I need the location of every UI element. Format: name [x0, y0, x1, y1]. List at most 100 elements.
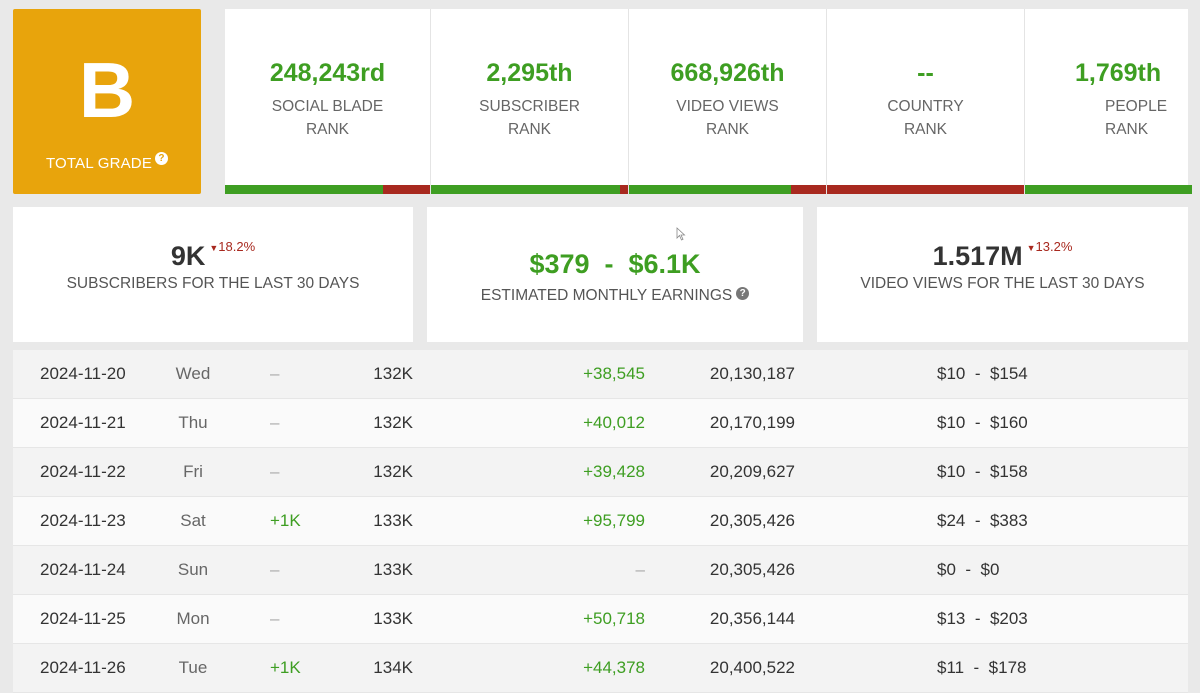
- row-earnings: $0 - $0: [937, 560, 1000, 579]
- rank-value: --: [917, 59, 934, 87]
- question-icon[interactable]: ?: [736, 287, 750, 300]
- row-subs: 132K: [373, 413, 413, 432]
- row-views: 20,130,187: [709, 364, 795, 383]
- rank-country: -- COUNTRY RANK: [827, 9, 1025, 194]
- row-day: Fri: [183, 462, 203, 481]
- row-views: 20,400,522: [709, 658, 795, 677]
- row-sub-change: +1K: [270, 658, 301, 677]
- earnings-value: $379 - $6.1K: [529, 249, 701, 279]
- total-grade-card: B TOTAL GRADE?: [13, 9, 201, 194]
- earn-low: $13: [937, 609, 966, 628]
- row-sub-change: –: [270, 364, 280, 383]
- earn-high: $383: [989, 511, 1028, 530]
- rank-bar-bad: [382, 185, 430, 194]
- row-sub-change: –: [270, 462, 280, 481]
- row-earnings: $11 - $178: [937, 658, 1027, 677]
- row-views: 20,209,627: [709, 462, 795, 481]
- row-day: Sat: [180, 511, 206, 530]
- earn-high: $154: [989, 364, 1028, 383]
- table-row: 2024-11-25 Mon – 133K +50,718 20,356,144…: [13, 595, 1188, 644]
- subscribers-30d-value: 9K: [170, 241, 206, 271]
- rank-bar-good: [629, 185, 791, 194]
- row-day: Wed: [175, 364, 211, 383]
- daily-stats-table: 2024-11-20 Wed – 132K +38,545 20,130,187…: [13, 350, 1188, 693]
- rank-label-line: RANK: [305, 121, 350, 138]
- row-day: Tue: [178, 658, 208, 677]
- row-view-change: +39,428: [583, 462, 645, 481]
- rank-label-line: RANK: [903, 121, 948, 138]
- rank-label-line: RANK: [507, 121, 552, 138]
- row-earnings: $24 - $383: [937, 511, 1028, 530]
- mouse-cursor-icon: [676, 227, 686, 241]
- rank-label: COUNTRY RANK: [827, 95, 1024, 141]
- row-views: 20,170,199: [709, 413, 795, 432]
- rank-label-line: RANK: [705, 121, 750, 138]
- row-sub-change: –: [270, 560, 280, 579]
- row-day: Thu: [178, 413, 208, 432]
- earnings-card: $379 - $6.1K ESTIMATED MONTHLY EARNINGS?: [427, 207, 803, 342]
- row-subs: 133K: [373, 511, 413, 530]
- subscribers-30d-label: SUBSCRIBERS FOR THE LAST 30 DAYS: [66, 275, 360, 292]
- row-views: 20,305,426: [709, 511, 795, 530]
- row-date: 2024-11-24: [40, 560, 126, 579]
- rank-value: 668,926th: [670, 59, 785, 87]
- views-30d-delta: ▼13.2%: [1027, 239, 1073, 254]
- rank-value: 248,243rd: [269, 59, 386, 87]
- rank-bar-good: [431, 185, 621, 194]
- subscribers-30d-delta-value: 18.2%: [218, 239, 256, 254]
- row-sub-change: –: [270, 609, 280, 628]
- table-row: 2024-11-20 Wed – 132K +38,545 20,130,187…: [13, 350, 1188, 399]
- earn-low: $0: [937, 560, 956, 579]
- row-earnings: $10 - $160: [937, 413, 1028, 432]
- rank-label: VIDEO VIEWS RANK: [629, 95, 826, 141]
- rank-label: SOCIAL BLADE RANK: [225, 95, 430, 141]
- row-date: 2024-11-22: [40, 462, 126, 481]
- row-view-change: +44,378: [583, 658, 645, 677]
- row-subs: 132K: [373, 364, 413, 383]
- rank-label-line: RANK: [1105, 121, 1149, 138]
- rank-bar-bad: [827, 185, 1024, 194]
- row-date: 2024-11-25: [40, 609, 126, 628]
- rank-bar-bad: [620, 185, 628, 194]
- row-sub-change: +1K: [270, 511, 301, 530]
- subscribers-30d-card: 9K ▼18.2% SUBSCRIBERS FOR THE LAST 30 DAY…: [13, 207, 413, 342]
- rank-bar: [1025, 185, 1192, 194]
- earn-high: $178: [988, 658, 1027, 677]
- row-earnings: $13 - $203: [937, 609, 1028, 628]
- row-view-change: +38,545: [583, 364, 645, 383]
- row-day: Mon: [176, 609, 210, 628]
- row-earnings: $10 - $158: [937, 462, 1028, 481]
- table-row: 2024-11-21 Thu – 132K +40,012 20,170,199…: [13, 399, 1188, 448]
- grade-label-wrap: TOTAL GRADE?: [13, 152, 201, 172]
- table-row: 2024-11-23 Sat +1K 133K +95,799 20,305,4…: [13, 497, 1188, 546]
- rank-label-line: SUBSCRIBER: [479, 98, 580, 115]
- rank-video-views: 668,926th VIDEO VIEWS RANK: [629, 9, 827, 194]
- row-date: 2024-11-21: [40, 413, 126, 432]
- row-views: 20,305,426: [709, 560, 795, 579]
- subscribers-30d-delta: ▼18.2%: [209, 239, 255, 254]
- earnings-label: ESTIMATED MONTHLY EARNINGS: [480, 287, 733, 304]
- earn-low: $10: [937, 462, 966, 481]
- row-day: Sun: [177, 560, 209, 579]
- row-earnings: $10 - $154: [937, 364, 1028, 383]
- down-triangle-icon: ▼: [209, 243, 219, 253]
- row-date: 2024-11-20: [40, 364, 126, 383]
- earn-low: $11: [937, 658, 965, 677]
- question-icon[interactable]: ?: [155, 152, 169, 165]
- row-sub-change: –: [270, 413, 280, 432]
- rank-social-blade: 248,243rd SOCIAL BLADE RANK: [225, 9, 431, 194]
- row-subs: 133K: [373, 560, 413, 579]
- rank-label-line: COUNTRY: [887, 98, 964, 115]
- row-view-change: –: [635, 560, 645, 579]
- row-date: 2024-11-26: [40, 658, 126, 677]
- table-row: 2024-11-24 Sun – 133K – 20,305,426 $0 - …: [13, 546, 1188, 595]
- earn-low: $10: [937, 413, 966, 432]
- row-views: 20,356,144: [709, 609, 795, 628]
- down-triangle-icon: ▼: [1026, 243, 1036, 253]
- earnings-label-wrap: ESTIMATED MONTHLY EARNINGS?: [427, 287, 803, 305]
- rank-bar: [629, 185, 826, 194]
- rank-subscriber: 2,295th SUBSCRIBER RANK: [431, 9, 629, 194]
- rank-label-line: VIDEO VIEWS: [676, 98, 779, 115]
- rank-people: 1,769th PEOPLE RANK: [1025, 9, 1192, 194]
- row-date: 2024-11-23: [40, 511, 126, 530]
